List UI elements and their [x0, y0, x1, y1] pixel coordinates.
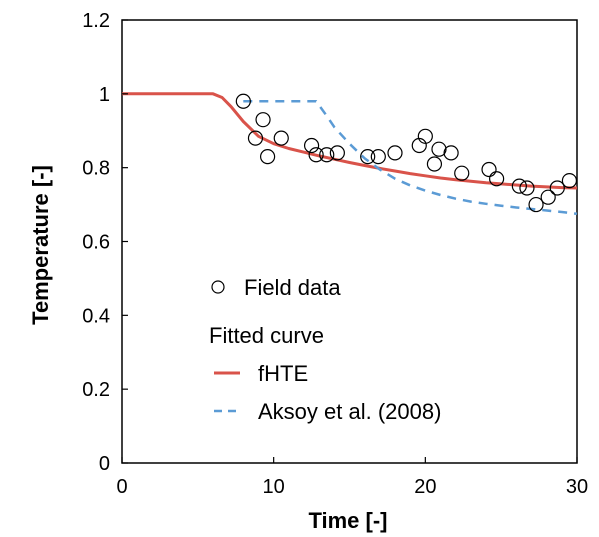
y-tick-label: 1.2 — [82, 10, 110, 32]
field-data-point — [540, 189, 556, 205]
field-data-point — [528, 196, 544, 213]
field-data-point — [235, 93, 251, 109]
field-data-point — [519, 180, 535, 196]
field-data-point — [360, 148, 376, 165]
field-data-point — [549, 180, 565, 196]
field-data-point — [255, 112, 271, 128]
field-data-point — [561, 172, 578, 189]
y-tick-label: 0.8 — [82, 158, 110, 180]
field-data-point — [426, 156, 443, 172]
legend-marker-field-data — [211, 280, 225, 294]
field-data-point — [417, 128, 433, 144]
ticks: 0 0.2 0.4 0.6 0.8 1 1.2 0 10 20 30 — [82, 10, 588, 498]
series-line-aksoy — [243, 99, 578, 216]
field-data-point — [489, 171, 505, 187]
y-tick-label: 0.2 — [82, 379, 110, 401]
field-data-point — [308, 147, 324, 163]
field-data-point — [273, 130, 289, 146]
field-data-point — [454, 165, 470, 181]
y-tick-label: 0.4 — [82, 305, 110, 327]
field-data-point — [260, 148, 276, 165]
legend-label-fhte: fHTE — [258, 361, 308, 386]
plot-frame — [121, 19, 578, 464]
y-tick-label: 0 — [99, 453, 110, 475]
field-data-point — [303, 137, 320, 154]
field-data-point — [481, 161, 497, 178]
legend-label-aksoy: Aksoy et al. (2008) — [258, 399, 441, 424]
field-data-point — [247, 130, 264, 146]
x-tick-label: 30 — [566, 476, 588, 498]
plot-area — [121, 19, 578, 464]
field-data-point — [319, 147, 335, 163]
field-data-point — [431, 141, 447, 157]
x-tick-label: 20 — [414, 476, 436, 498]
field-data-point — [511, 178, 527, 194]
x-tick-label: 10 — [263, 476, 285, 498]
legend-group-title: Fitted curve — [209, 323, 324, 348]
series-line-fhte — [122, 92, 578, 190]
y-axis-title: Temperature [-] — [28, 165, 53, 325]
legend: Field data Fitted curve fHTE Aksoy et al… — [209, 275, 441, 424]
field-data-point — [329, 145, 345, 161]
legend-label-field-data: Field data — [244, 275, 341, 300]
y-tick-label: 0.6 — [82, 232, 110, 254]
x-axis-title: Time [-] — [308, 508, 387, 533]
field-data-point — [370, 148, 386, 165]
y-tick-label: 1 — [99, 84, 110, 106]
field-data-point — [443, 145, 459, 161]
x-tick-label: 0 — [116, 476, 127, 498]
field-data-point — [387, 145, 403, 161]
